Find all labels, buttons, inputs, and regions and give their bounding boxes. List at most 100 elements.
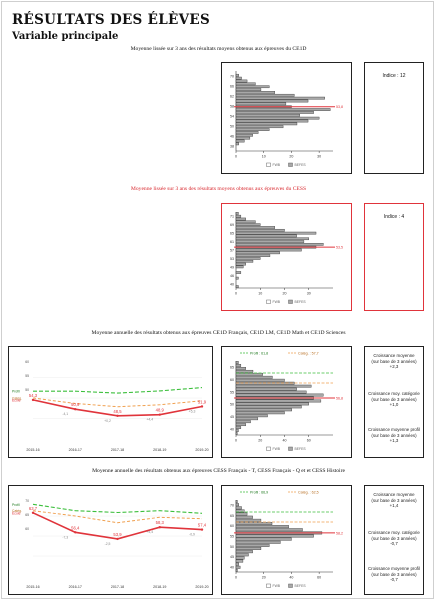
- histogram-bar: [235, 399, 322, 403]
- difference-label: -4,1: [62, 412, 68, 416]
- legend-swatch: [288, 583, 293, 588]
- y-tick-label: 45: [230, 555, 234, 559]
- histogram-svg: 40 46 49 53 57 61 65 69 71 0 10 20 30 53,5 FWB BEFES: [230, 212, 343, 304]
- series-name-label: École: [12, 397, 21, 402]
- histogram-bar: [235, 136, 251, 140]
- category-series-line: [32, 397, 203, 408]
- histogram-bar: [235, 254, 271, 257]
- histogram-bar: [235, 228, 285, 232]
- legend-swatch: [266, 162, 271, 167]
- y-tick-label: 46: [230, 274, 234, 278]
- histogram-bar: [235, 515, 253, 519]
- histogram-bar: [235, 91, 275, 94]
- school-point: [116, 414, 119, 417]
- histogram-bar: [235, 133, 253, 137]
- category-series-line: [32, 510, 203, 524]
- series-name-label: Profil: [12, 503, 20, 507]
- y-tick-label: 54: [230, 115, 234, 119]
- ce1d-growth-category: Croissance moy. catégorie (sur base de 3…: [368, 391, 420, 408]
- legend-swatch: [288, 162, 293, 167]
- histogram-bar: [235, 240, 305, 243]
- y-tick-label: 46: [230, 135, 234, 139]
- line-chart-svg: 2015-16 2016-17 2017-18 2018-19 2019-20 Profi…: [12, 499, 209, 589]
- histogram-bar: [235, 237, 309, 241]
- histogram-bar: [235, 556, 245, 560]
- legend-label: FWB: [273, 584, 281, 588]
- histogram-bar: [235, 257, 261, 260]
- x-tick-label: 60: [317, 576, 321, 580]
- line-chart-svg: 2015-16 2016-17 2017-18 2018-19 2019-20 Profi…: [12, 360, 209, 452]
- y-tick-label: 57: [230, 249, 234, 253]
- y-tick-label: 70: [25, 499, 29, 503]
- school-point: [116, 537, 119, 541]
- y-tick-label: 71: [230, 215, 234, 219]
- x-tick-label: 10: [258, 292, 262, 296]
- y-tick-label: 70: [230, 75, 234, 79]
- histogram-bar: [235, 265, 244, 269]
- ce1d-indice: Indice : 12: [382, 73, 406, 79]
- histogram-bar: [235, 108, 331, 111]
- x-tick-label: 40: [289, 576, 293, 580]
- histogram-bar: [235, 500, 238, 504]
- histogram-bar: [235, 378, 285, 382]
- school-marker-value: 56,8: [336, 397, 343, 401]
- x-tick-label: 2018-19: [153, 585, 166, 589]
- histogram-bar: [235, 562, 239, 566]
- histogram-bar: [235, 509, 245, 513]
- histogram-bar: [235, 568, 238, 572]
- x-tick-label: 20: [258, 439, 262, 443]
- histogram-bar: [235, 369, 254, 373]
- histogram-bar: [235, 99, 309, 103]
- histogram-bar: [235, 76, 242, 80]
- y-tick-label: 40: [230, 427, 234, 431]
- x-tick-label: 20: [283, 292, 287, 296]
- x-tick-label: 30: [307, 292, 311, 296]
- histogram-bar: [235, 142, 239, 146]
- histogram-bar: [235, 276, 239, 280]
- ce1d-growth-profile: Croissance moyenne profil (sur base de 3…: [368, 427, 420, 444]
- histogram-bar: [235, 234, 297, 238]
- histogram-bar: [235, 88, 262, 91]
- histogram-bar: [235, 223, 261, 226]
- school-point-label: 48,5: [113, 409, 122, 414]
- y-tick-label: 69: [230, 223, 234, 227]
- histogram-bar: [235, 214, 242, 218]
- histogram-bar: [235, 506, 242, 510]
- y-tick-label: 38: [230, 145, 234, 149]
- histogram-bar: [235, 543, 270, 547]
- cess-growth-category: Croissance moy. catégorie (sur base de 3…: [368, 530, 420, 547]
- histogram-bar: [235, 375, 273, 379]
- histogram-bar: [235, 262, 246, 266]
- school-point: [31, 511, 35, 514]
- histogram-bar: [235, 518, 262, 522]
- y-tick-label: 61: [230, 240, 234, 244]
- page-subtitle: Variable principale: [12, 31, 119, 42]
- profile-legend-label: Profil : 61,8: [250, 351, 268, 355]
- histogram-bar: [235, 226, 275, 229]
- section4-caption: Moyenne annuelle des résultats obtenus a…: [92, 468, 345, 474]
- school-point: [200, 528, 204, 531]
- school-point: [200, 405, 204, 408]
- category-legend-label: Catég. : 62,5: [298, 490, 319, 494]
- ce1d-growth-mean: Croissance moyenne (sur base de 3 années…: [371, 353, 417, 370]
- y-tick-label: 55: [230, 390, 234, 394]
- cess-growth-box: Croissance moyenne (sur base de 3 années…: [364, 485, 424, 595]
- x-tick-label: 2019-20: [195, 585, 208, 589]
- x-tick-label: 2017-18: [111, 585, 124, 589]
- histogram-bar: [235, 85, 270, 89]
- ce1d-annual-line-panel: 2015-16 2016-17 2017-18 2018-19 2019-20 Profi…: [8, 346, 213, 458]
- y-tick-label: 60: [230, 524, 234, 528]
- x-tick-label: 40: [283, 439, 287, 443]
- school-point: [158, 413, 161, 416]
- y-tick-label: 60: [25, 360, 29, 364]
- cess-growth-mean: Croissance moyenne (sur base de 3 années…: [371, 492, 417, 509]
- x-tick-label: 2015-16: [26, 448, 39, 452]
- histogram-bar: [235, 512, 248, 516]
- x-tick-label: 30: [317, 155, 321, 159]
- y-tick-label: 55: [25, 374, 29, 378]
- histogram-bar: [235, 540, 281, 544]
- histogram-bar: [235, 553, 249, 557]
- school-point-label: 57,4: [198, 523, 207, 528]
- legend-label: BEFES: [295, 584, 307, 588]
- school-point: [74, 531, 77, 534]
